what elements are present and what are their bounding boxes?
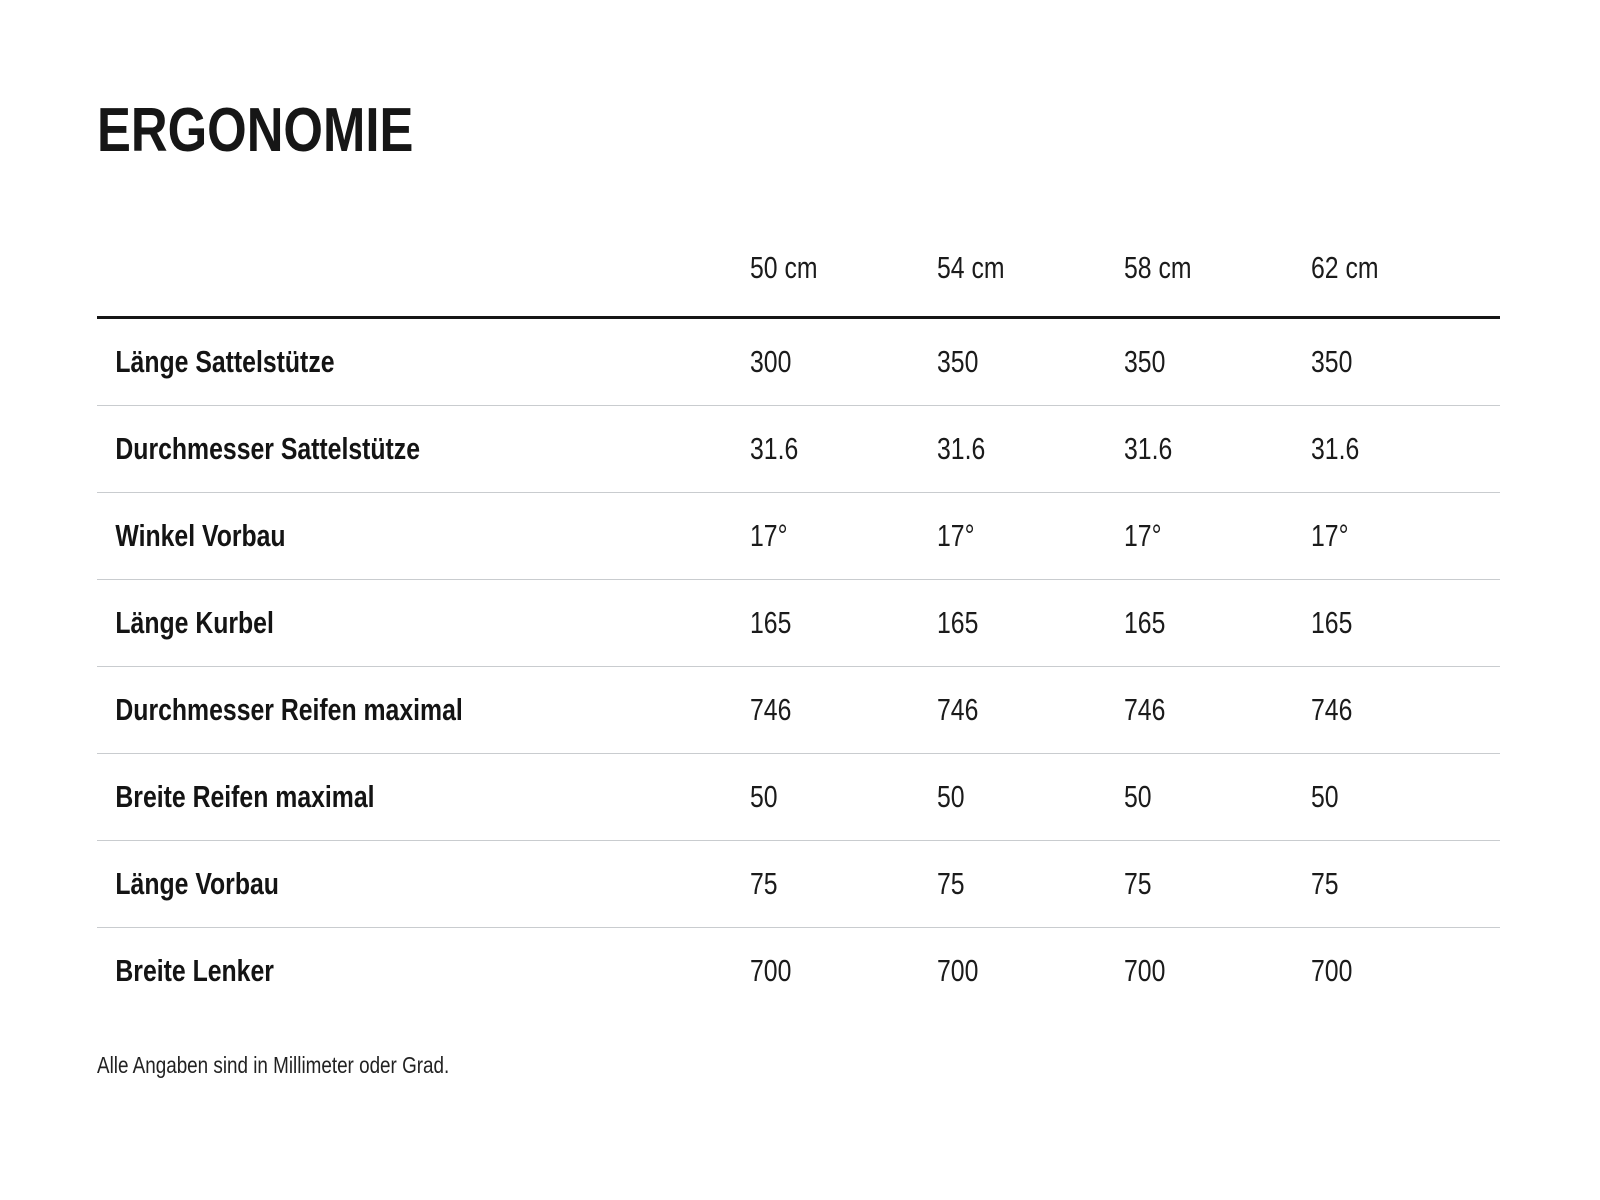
row-label: Breite Lenker: [115, 953, 274, 988]
cell-value: 75: [1124, 866, 1152, 901]
cell-value: 31.6: [1124, 431, 1173, 466]
cell-value: 700: [750, 953, 792, 988]
cell-value: 165: [1311, 605, 1353, 640]
cell-value: 165: [1124, 605, 1166, 640]
footnote: Alle Angaben sind in Millimeter oder Gra…: [97, 1052, 450, 1078]
row-label: Winkel Vorbau: [115, 518, 286, 553]
row-label: Durchmesser Sattelstütze: [115, 431, 421, 466]
column-header-54cm: 54 cm: [937, 250, 1005, 285]
cell-value: 746: [1124, 692, 1166, 727]
cell-value: 165: [937, 605, 979, 640]
cell-value: 17°: [750, 518, 788, 553]
table-row-breite-lenker: Breite Lenker 700 700 700 700: [97, 928, 1500, 1014]
cell-value: 700: [1124, 953, 1166, 988]
column-header-50cm: 50 cm: [750, 250, 818, 285]
page-title: ERGONOMIE: [97, 96, 414, 165]
ergonomics-table: 50 cm 54 cm 58 cm 62 cm Länge Sattelstüt…: [97, 220, 1500, 1014]
cell-value: 75: [1311, 866, 1339, 901]
cell-value: 350: [1311, 344, 1353, 379]
cell-value: 17°: [1311, 518, 1349, 553]
table-header-row: 50 cm 54 cm 58 cm 62 cm: [97, 220, 1500, 319]
cell-value: 350: [1124, 344, 1166, 379]
cell-value: 17°: [937, 518, 975, 553]
table-row-laenge-vorbau: Länge Vorbau 75 75 75 75: [97, 841, 1500, 928]
table-row-durchmesser-sattelstuetze: Durchmesser Sattelstütze 31.6 31.6 31.6 …: [97, 406, 1500, 493]
cell-value: 50: [750, 779, 778, 814]
cell-value: 165: [750, 605, 792, 640]
cell-value: 746: [1311, 692, 1353, 727]
cell-value: 746: [750, 692, 792, 727]
cell-value: 300: [750, 344, 792, 379]
table-row-durchmesser-reifen-maximal: Durchmesser Reifen maximal 746 746 746 7…: [97, 667, 1500, 754]
cell-value: 700: [1311, 953, 1353, 988]
table-row-laenge-kurbel: Länge Kurbel 165 165 165 165: [97, 580, 1500, 667]
cell-value: 75: [937, 866, 965, 901]
cell-value: 17°: [1124, 518, 1162, 553]
cell-value: 31.6: [1311, 431, 1360, 466]
row-label: Breite Reifen maximal: [115, 779, 375, 814]
table-row-breite-reifen-maximal: Breite Reifen maximal 50 50 50 50: [97, 754, 1500, 841]
row-label: Länge Kurbel: [115, 605, 274, 640]
cell-value: 700: [937, 953, 979, 988]
row-label: Durchmesser Reifen maximal: [115, 692, 463, 727]
column-header-58cm: 58 cm: [1124, 250, 1192, 285]
cell-value: 350: [937, 344, 979, 379]
cell-value: 31.6: [750, 431, 799, 466]
table-row-winkel-vorbau: Winkel Vorbau 17° 17° 17° 17°: [97, 493, 1500, 580]
row-label: Länge Vorbau: [115, 866, 279, 901]
cell-value: 75: [750, 866, 778, 901]
ergonomics-page: ERGONOMIE 50 cm 54 cm 58 cm 62 cm Länge …: [97, 96, 1500, 1078]
cell-value: 746: [937, 692, 979, 727]
table-row-laenge-sattelstuetze: Länge Sattelstütze 300 350 350 350: [97, 319, 1500, 406]
row-label: Länge Sattelstütze: [115, 344, 335, 379]
cell-value: 31.6: [937, 431, 986, 466]
column-header-62cm: 62 cm: [1311, 250, 1379, 285]
cell-value: 50: [1311, 779, 1339, 814]
cell-value: 50: [1124, 779, 1152, 814]
cell-value: 50: [937, 779, 965, 814]
